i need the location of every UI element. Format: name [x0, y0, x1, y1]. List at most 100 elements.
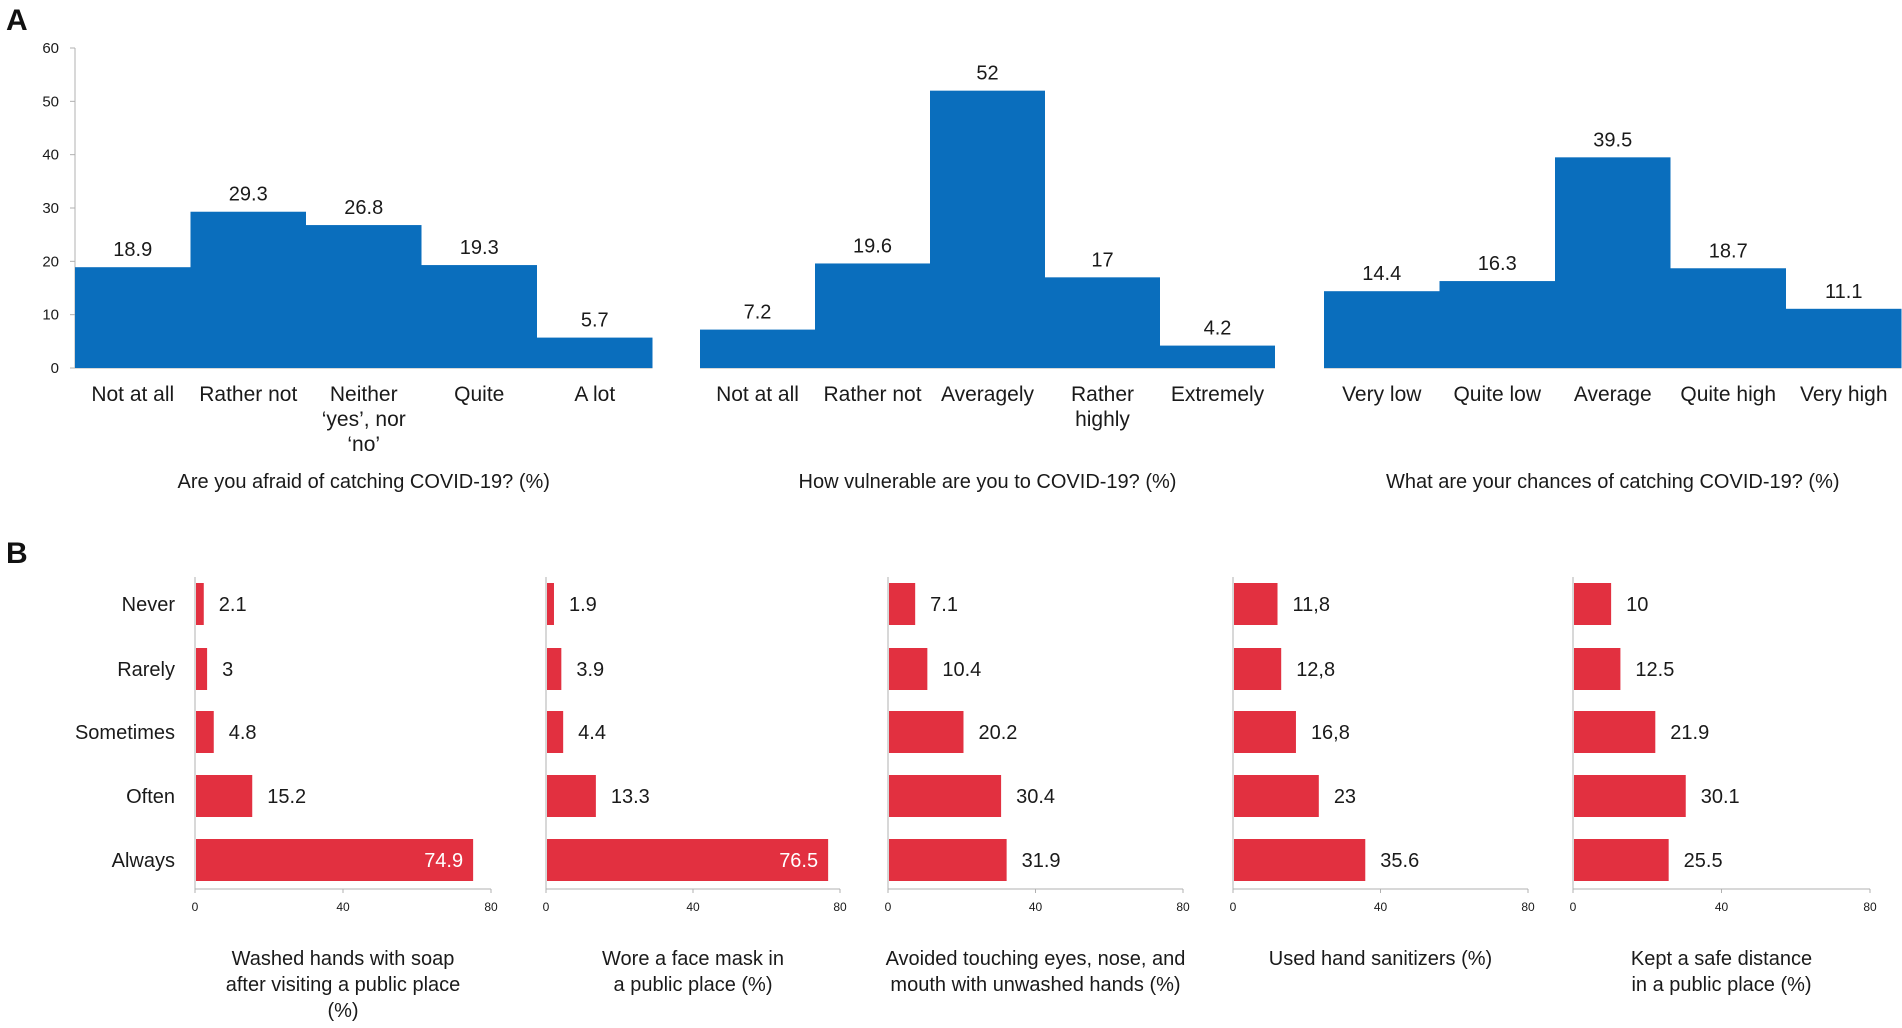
x-tick-label: 0 [1570, 900, 1577, 914]
category-label: Rarely [117, 659, 175, 681]
panel-label-b: B [6, 537, 28, 570]
category-label: Sometimes [75, 722, 175, 744]
category-label: Quite high [1680, 383, 1776, 406]
value-label: 3 [222, 659, 233, 681]
value-label: 76.5 [779, 850, 818, 872]
category-label: Neither ‘yes’, nor ‘no’ [322, 383, 406, 456]
bar [537, 337, 653, 368]
value-label: 25.5 [1684, 850, 1723, 872]
value-label: 20.2 [978, 722, 1017, 744]
chart-title: Wore a face mask in a public place (%) [602, 948, 784, 996]
bar [421, 265, 537, 368]
value-label: 5.7 [581, 310, 609, 332]
bar [1234, 775, 1319, 817]
chart-title: Kept a safe distance in a public place (%… [1631, 948, 1812, 996]
category-label: Very low [1342, 383, 1422, 406]
x-tick-label: 40 [1374, 900, 1388, 914]
bar [196, 775, 253, 817]
y-tick-label: 20 [42, 253, 59, 270]
value-label: 4.4 [578, 722, 606, 744]
value-label: 15.2 [267, 786, 306, 808]
value-label: 31.9 [1022, 850, 1061, 872]
value-label: 12.5 [1635, 659, 1674, 681]
value-label: 4.8 [229, 722, 257, 744]
value-label: 35.6 [1380, 850, 1419, 872]
value-label: 3.9 [576, 659, 604, 681]
bar [547, 711, 564, 753]
value-label: 23 [1334, 786, 1356, 808]
chart-title: Avoided touching eyes, nose, and mouth wi… [886, 948, 1186, 996]
x-tick-label: 0 [543, 900, 550, 914]
chart-title: Washed hands with soap after visiting a p… [226, 948, 461, 1022]
bar [1574, 583, 1612, 625]
bar [196, 839, 474, 881]
bar [196, 711, 214, 753]
value-label: 30.4 [1016, 786, 1055, 808]
bar [547, 648, 562, 690]
bar [1670, 268, 1786, 368]
category-label: Always [112, 850, 175, 872]
value-label: 7.2 [744, 302, 772, 324]
y-tick-label: 30 [42, 200, 59, 217]
x-tick-label: 80 [833, 900, 847, 914]
bar [547, 583, 554, 625]
value-label: 52 [976, 63, 998, 85]
chart-title: How vulnerable are you to COVID-19? (%) [799, 471, 1177, 493]
chart-title: Are you afraid of catching COVID-19? (%) [178, 471, 550, 493]
bar [1555, 157, 1671, 368]
value-label: 13.3 [611, 786, 650, 808]
bar [547, 775, 596, 817]
value-label: 12,8 [1296, 659, 1335, 681]
category-label: Average [1574, 383, 1652, 406]
value-label: 21.9 [1670, 722, 1709, 744]
value-label: 26.8 [344, 197, 383, 219]
value-label: 18.7 [1709, 240, 1748, 262]
bar [1439, 281, 1555, 368]
x-tick-label: 80 [1176, 900, 1190, 914]
bar [547, 839, 829, 881]
value-label: 1.9 [569, 594, 597, 616]
value-label: 19.3 [460, 237, 499, 259]
category-label: Very high [1800, 383, 1888, 406]
bar [700, 329, 815, 368]
bar [889, 775, 1002, 817]
value-label: 19.6 [853, 235, 892, 257]
value-label: 4.2 [1204, 318, 1232, 340]
x-tick-label: 40 [1029, 900, 1043, 914]
category-label: A lot [574, 383, 615, 406]
x-tick-label: 80 [1521, 900, 1535, 914]
value-label: 2.1 [219, 594, 247, 616]
value-label: 10.4 [942, 659, 981, 681]
bar [1045, 277, 1160, 368]
bar [889, 711, 964, 753]
bar [75, 267, 191, 368]
bar [1234, 648, 1282, 690]
x-tick-label: 80 [1863, 900, 1877, 914]
value-label: 10 [1626, 594, 1648, 616]
value-label: 16,8 [1311, 722, 1350, 744]
x-tick-label: 80 [484, 900, 498, 914]
x-tick-label: 0 [885, 900, 892, 914]
bar [196, 648, 208, 690]
x-tick-label: 40 [686, 900, 700, 914]
chart-title: Used hand sanitizers (%) [1269, 948, 1492, 970]
x-tick-label: 40 [1715, 900, 1729, 914]
y-tick-label: 60 [42, 40, 59, 57]
bar [1234, 711, 1296, 753]
value-label: 74.9 [424, 850, 463, 872]
category-label: Rather not [199, 383, 297, 406]
y-tick-label: 10 [42, 307, 59, 324]
chart-title: What are your chances of catching COVID-… [1386, 471, 1840, 493]
panel-label-a: A [6, 4, 28, 37]
value-label: 18.9 [113, 239, 152, 261]
value-label: 30.1 [1701, 786, 1740, 808]
bar [889, 839, 1007, 881]
bar [196, 583, 204, 625]
category-label: Never [122, 594, 176, 616]
bar [1160, 345, 1275, 368]
value-label: 14.4 [1362, 263, 1401, 285]
bar [1234, 583, 1278, 625]
value-label: 16.3 [1478, 253, 1517, 275]
y-tick-label: 40 [42, 147, 59, 164]
x-tick-label: 0 [192, 900, 199, 914]
